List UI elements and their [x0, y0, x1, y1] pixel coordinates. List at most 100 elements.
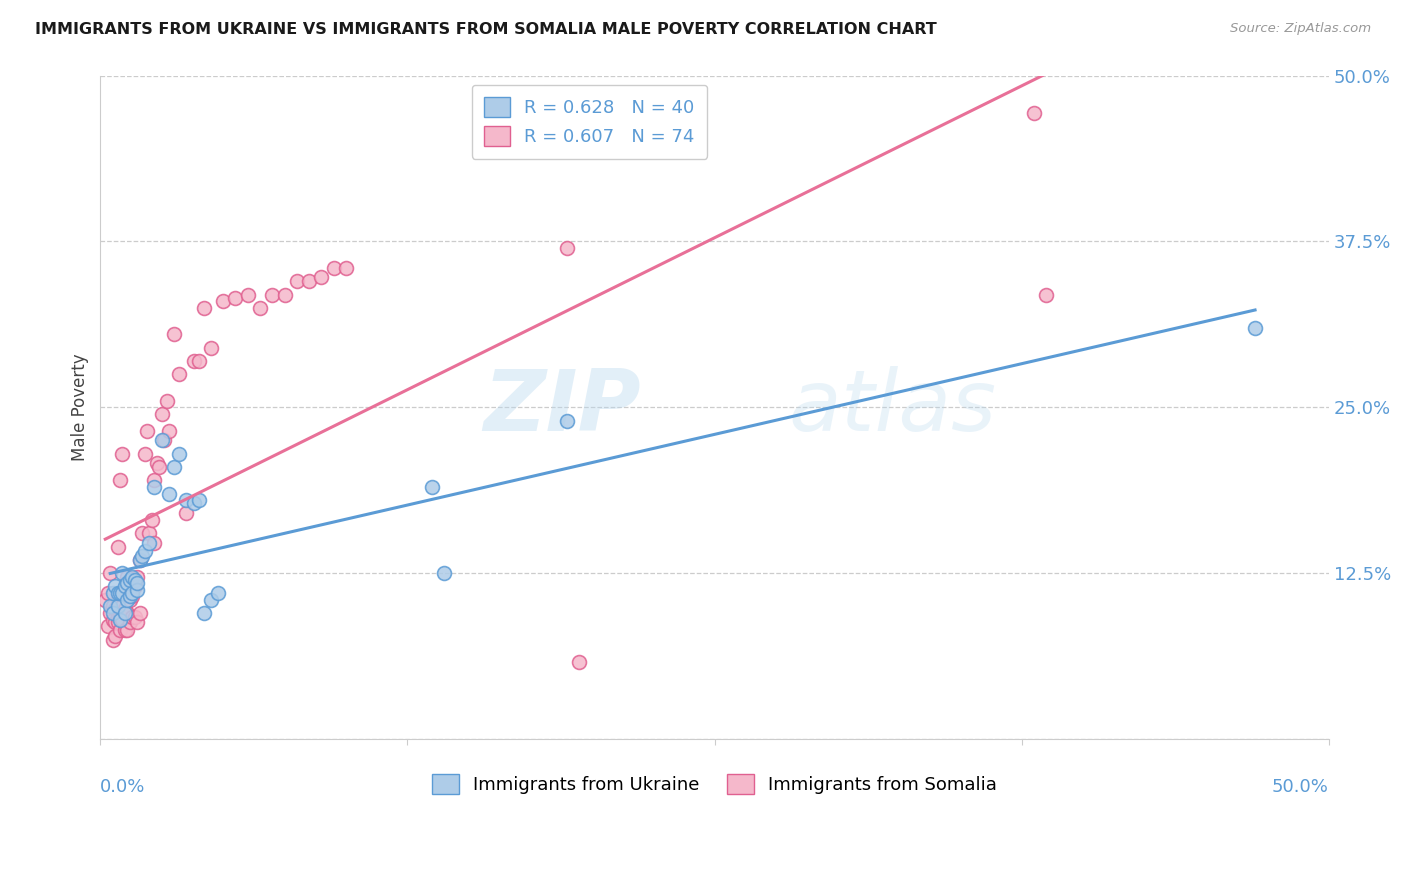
- Point: [107, 586, 129, 600]
- Point: [555, 241, 578, 255]
- Point: [193, 301, 215, 315]
- Point: [187, 493, 209, 508]
- Point: [138, 526, 160, 541]
- Point: [141, 513, 163, 527]
- Point: [101, 599, 124, 614]
- Point: [117, 570, 139, 584]
- Point: [143, 473, 166, 487]
- Point: [322, 260, 344, 275]
- Point: [104, 615, 127, 630]
- Point: [134, 447, 156, 461]
- Point: [163, 460, 186, 475]
- Point: [193, 606, 215, 620]
- Point: [167, 447, 190, 461]
- Point: [108, 608, 131, 623]
- Point: [111, 586, 134, 600]
- Point: [176, 507, 198, 521]
- Point: [114, 602, 136, 616]
- Point: [127, 575, 149, 590]
- Point: [183, 354, 205, 368]
- Point: [143, 480, 166, 494]
- Point: [124, 610, 146, 624]
- Point: [127, 570, 149, 584]
- Point: [98, 566, 121, 581]
- Point: [167, 367, 190, 381]
- Point: [98, 599, 121, 614]
- Point: [148, 460, 170, 475]
- Point: [568, 655, 591, 669]
- Point: [146, 456, 169, 470]
- Point: [200, 592, 222, 607]
- Point: [114, 589, 136, 603]
- Point: [420, 480, 443, 494]
- Point: [98, 606, 121, 620]
- Point: [127, 615, 149, 630]
- Point: [200, 341, 222, 355]
- Point: [108, 597, 131, 611]
- Point: [121, 586, 143, 600]
- Point: [285, 274, 308, 288]
- Point: [107, 599, 129, 614]
- Point: [212, 294, 235, 309]
- Point: [236, 287, 259, 301]
- Text: 50.0%: 50.0%: [1272, 778, 1329, 796]
- Point: [311, 270, 333, 285]
- Point: [114, 579, 136, 593]
- Point: [108, 613, 131, 627]
- Point: [111, 566, 134, 581]
- Point: [1244, 320, 1267, 334]
- Point: [150, 407, 173, 421]
- Point: [224, 292, 246, 306]
- Point: [153, 434, 176, 448]
- Point: [157, 424, 180, 438]
- Point: [157, 486, 180, 500]
- Point: [143, 535, 166, 549]
- Text: ZIP: ZIP: [484, 366, 641, 449]
- Point: [118, 592, 141, 607]
- Point: [117, 606, 139, 620]
- Y-axis label: Male Poverty: Male Poverty: [72, 353, 89, 461]
- Point: [433, 566, 456, 581]
- Point: [128, 606, 150, 620]
- Point: [121, 570, 143, 584]
- Point: [183, 496, 205, 510]
- Text: 0.0%: 0.0%: [100, 778, 146, 796]
- Point: [176, 493, 198, 508]
- Point: [117, 575, 139, 590]
- Point: [1022, 105, 1045, 120]
- Point: [117, 624, 139, 638]
- Point: [104, 629, 127, 643]
- Point: [121, 610, 143, 624]
- Point: [107, 615, 129, 630]
- Point: [156, 393, 179, 408]
- Point: [131, 549, 153, 563]
- Point: [150, 434, 173, 448]
- Point: [104, 602, 127, 616]
- Point: [134, 543, 156, 558]
- Point: [118, 573, 141, 587]
- Point: [121, 575, 143, 590]
- Text: Source: ZipAtlas.com: Source: ZipAtlas.com: [1230, 22, 1371, 36]
- Point: [107, 610, 129, 624]
- Point: [111, 447, 134, 461]
- Point: [111, 613, 134, 627]
- Point: [335, 260, 357, 275]
- Point: [131, 526, 153, 541]
- Point: [97, 619, 120, 633]
- Point: [114, 624, 136, 638]
- Point: [101, 606, 124, 620]
- Point: [108, 586, 131, 600]
- Point: [101, 613, 124, 627]
- Point: [555, 414, 578, 428]
- Point: [101, 632, 124, 647]
- Point: [207, 586, 229, 600]
- Point: [108, 624, 131, 638]
- Point: [163, 327, 186, 342]
- Point: [101, 586, 124, 600]
- Point: [128, 553, 150, 567]
- Point: [121, 589, 143, 603]
- Point: [114, 606, 136, 620]
- Point: [124, 579, 146, 593]
- Point: [94, 592, 117, 607]
- Point: [1035, 287, 1057, 301]
